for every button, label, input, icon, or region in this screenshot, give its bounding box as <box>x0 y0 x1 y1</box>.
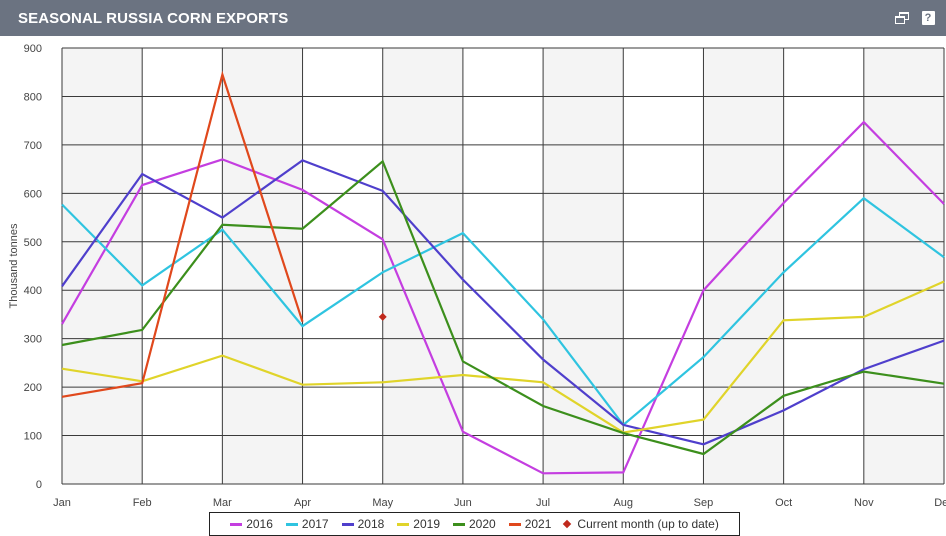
y-tick-label: 500 <box>24 237 42 249</box>
plot-band <box>62 48 143 484</box>
x-tick-label: Jun <box>454 497 472 509</box>
line-chart: 0 100 200 300 400 500 600 700 800 900 Jan Feb Mar Apr… <box>8 43 946 509</box>
x-tick-label: Sep <box>694 497 714 509</box>
series-line-2017 <box>61 196 945 427</box>
current-month-marker <box>378 312 387 321</box>
y-tick-label: 800 <box>24 91 42 103</box>
legend-swatch <box>230 522 243 526</box>
title-bar: SEASONAL RUSSIA CORN EXPORTS ? <box>0 0 946 36</box>
legend-item-2016[interactable]: 2016 <box>230 517 273 531</box>
y-tick-label: 600 <box>24 188 42 200</box>
chart-title: SEASONAL RUSSIA CORN EXPORTS <box>18 9 289 27</box>
legend-label: 2016 <box>246 517 273 531</box>
x-tick-label: Dec <box>934 497 946 509</box>
series-line-2021 <box>61 70 304 398</box>
y-tick-label: 700 <box>24 140 42 152</box>
legend-swatch <box>397 522 410 526</box>
y-tick-label: 0 <box>36 479 42 491</box>
y-tick-label: 900 <box>24 43 42 55</box>
plot-band <box>783 48 864 484</box>
x-tick-label: Mar <box>213 497 232 509</box>
window-restore-icon[interactable] <box>894 10 910 26</box>
series-line-2020 <box>61 159 945 456</box>
legend-label: Current month (up to date) <box>577 517 719 531</box>
x-tick-label: Apr <box>294 497 311 509</box>
plot-band <box>142 48 223 484</box>
legend-label: 2017 <box>301 517 329 531</box>
x-tick-label: Nov <box>854 497 874 509</box>
y-tick-label: 200 <box>24 382 42 394</box>
plot-band <box>302 48 383 484</box>
x-tick-label: Oct <box>775 497 792 509</box>
x-tick-label: Jul <box>536 497 550 509</box>
legend-label: 2018 <box>357 517 385 531</box>
plot-band <box>462 48 544 484</box>
legend-item-2017[interactable]: 2017 <box>285 517 329 531</box>
y-axis-title: Thousand tonnes <box>8 223 20 309</box>
legend-label: 2019 <box>413 517 440 531</box>
legend-item-current-month[interactable]: Current month (up to date) <box>563 517 719 531</box>
x-tick-label: Jan <box>53 497 71 509</box>
y-tick-label: 400 <box>24 285 42 297</box>
x-tick-label: Feb <box>133 497 152 509</box>
series-line-2018 <box>61 159 945 446</box>
legend-diamond <box>563 519 572 529</box>
series-line-2019 <box>61 280 945 434</box>
x-tick-label: Aug <box>613 497 633 509</box>
legend-swatch <box>508 522 521 526</box>
chart-legend: 2016 2017 2018 2019 2020 2021 Current month (u… <box>209 512 740 536</box>
legend-swatch <box>285 522 298 526</box>
series-line-2016 <box>61 120 945 475</box>
y-tick-label: 300 <box>24 334 42 346</box>
legend-item-2021[interactable]: 2021 <box>508 517 552 531</box>
legend-label: 2020 <box>469 517 496 531</box>
plot-band <box>222 48 303 484</box>
legend-swatch <box>341 522 354 526</box>
y-tick-label: 100 <box>24 431 42 443</box>
legend-label: 2021 <box>524 517 552 531</box>
title-icons: ? <box>894 10 936 26</box>
help-glyph: ? <box>921 11 935 25</box>
help-icon[interactable]: ? <box>920 10 936 26</box>
legend-item-2019[interactable]: 2019 <box>397 517 440 531</box>
legend-item-2018[interactable]: 2018 <box>341 517 385 531</box>
legend-item-2020[interactable]: 2020 <box>453 517 496 531</box>
plot-band <box>703 48 784 484</box>
legend-swatch <box>453 522 465 526</box>
plot-band <box>623 48 704 484</box>
plot-band <box>863 48 944 484</box>
x-tick-label: May <box>372 497 393 509</box>
